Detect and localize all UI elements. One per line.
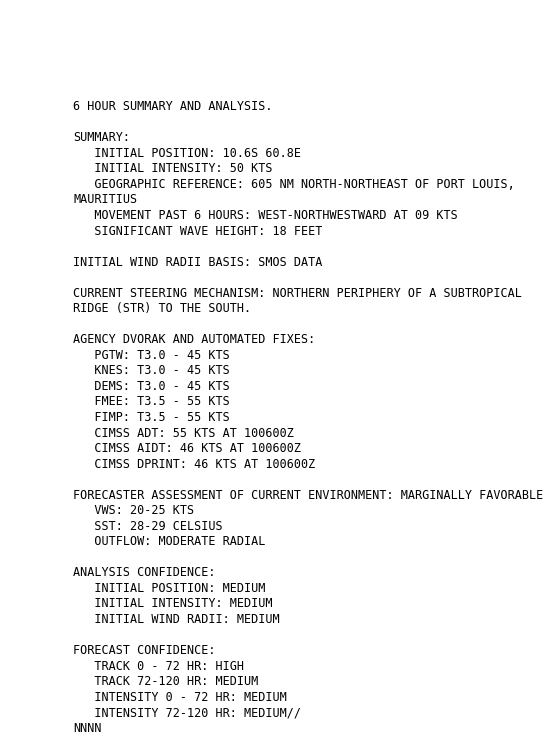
Text: DEMS: T3.0 - 45 KTS: DEMS: T3.0 - 45 KTS bbox=[73, 380, 230, 393]
Text: INTENSITY 72-120 HR: MEDIUM//: INTENSITY 72-120 HR: MEDIUM// bbox=[73, 706, 301, 719]
Text: FORECAST CONFIDENCE:: FORECAST CONFIDENCE: bbox=[73, 644, 216, 657]
Text: MAURITIUS: MAURITIUS bbox=[73, 194, 137, 206]
Text: CIMSS ADT: 55 KTS AT 100600Z: CIMSS ADT: 55 KTS AT 100600Z bbox=[73, 426, 294, 440]
Text: VWS: 20-25 KTS: VWS: 20-25 KTS bbox=[73, 505, 195, 517]
Text: NNNN: NNNN bbox=[73, 722, 102, 735]
Text: ANALYSIS CONFIDENCE:: ANALYSIS CONFIDENCE: bbox=[73, 566, 216, 579]
Text: INITIAL INTENSITY: 50 KTS: INITIAL INTENSITY: 50 KTS bbox=[73, 163, 272, 175]
Text: PGTW: T3.0 - 45 KTS: PGTW: T3.0 - 45 KTS bbox=[73, 349, 230, 362]
Text: KNES: T3.0 - 45 KTS: KNES: T3.0 - 45 KTS bbox=[73, 364, 230, 377]
Text: CIMSS AIDT: 46 KTS AT 100600Z: CIMSS AIDT: 46 KTS AT 100600Z bbox=[73, 442, 301, 455]
Text: AGENCY DVORAK AND AUTOMATED FIXES:: AGENCY DVORAK AND AUTOMATED FIXES: bbox=[73, 334, 316, 346]
Text: MOVEMENT PAST 6 HOURS: WEST-NORTHWESTWARD AT 09 KTS: MOVEMENT PAST 6 HOURS: WEST-NORTHWESTWAR… bbox=[73, 209, 458, 222]
Text: 6 HOUR SUMMARY AND ANALYSIS.: 6 HOUR SUMMARY AND ANALYSIS. bbox=[73, 100, 272, 113]
Text: INITIAL POSITION: MEDIUM: INITIAL POSITION: MEDIUM bbox=[73, 582, 265, 595]
Text: INITIAL INTENSITY: MEDIUM: INITIAL INTENSITY: MEDIUM bbox=[73, 597, 272, 611]
Text: TRACK 0 - 72 HR: HIGH: TRACK 0 - 72 HR: HIGH bbox=[73, 660, 244, 672]
Text: INITIAL WIND RADII BASIS: SMOS DATA: INITIAL WIND RADII BASIS: SMOS DATA bbox=[73, 255, 323, 269]
Text: INTENSITY 0 - 72 HR: MEDIUM: INTENSITY 0 - 72 HR: MEDIUM bbox=[73, 691, 287, 704]
Text: FORECASTER ASSESSMENT OF CURRENT ENVIRONMENT: MARGINALLY FAVORABLE: FORECASTER ASSESSMENT OF CURRENT ENVIRON… bbox=[73, 489, 543, 501]
Text: TRACK 72-120 HR: MEDIUM: TRACK 72-120 HR: MEDIUM bbox=[73, 675, 258, 688]
Text: SIGNIFICANT WAVE HEIGHT: 18 FEET: SIGNIFICANT WAVE HEIGHT: 18 FEET bbox=[73, 224, 323, 237]
Text: INITIAL WIND RADII: MEDIUM: INITIAL WIND RADII: MEDIUM bbox=[73, 613, 280, 626]
Text: CIMSS DPRINT: 46 KTS AT 100600Z: CIMSS DPRINT: 46 KTS AT 100600Z bbox=[73, 458, 316, 471]
Text: INITIAL POSITION: 10.6S 60.8E: INITIAL POSITION: 10.6S 60.8E bbox=[73, 147, 301, 160]
Text: CURRENT STEERING MECHANISM: NORTHERN PERIPHERY OF A SUBTROPICAL: CURRENT STEERING MECHANISM: NORTHERN PER… bbox=[73, 287, 522, 300]
Text: FIMP: T3.5 - 55 KTS: FIMP: T3.5 - 55 KTS bbox=[73, 411, 230, 424]
Text: OUTFLOW: MODERATE RADIAL: OUTFLOW: MODERATE RADIAL bbox=[73, 535, 265, 548]
Text: GEOGRAPHIC REFERENCE: 605 NM NORTH-NORTHEAST OF PORT LOUIS,: GEOGRAPHIC REFERENCE: 605 NM NORTH-NORTH… bbox=[73, 178, 515, 191]
Text: FMEE: T3.5 - 55 KTS: FMEE: T3.5 - 55 KTS bbox=[73, 395, 230, 408]
Text: RIDGE (STR) TO THE SOUTH.: RIDGE (STR) TO THE SOUTH. bbox=[73, 302, 251, 316]
Text: SUMMARY:: SUMMARY: bbox=[73, 131, 130, 145]
Text: SST: 28-29 CELSIUS: SST: 28-29 CELSIUS bbox=[73, 520, 223, 533]
